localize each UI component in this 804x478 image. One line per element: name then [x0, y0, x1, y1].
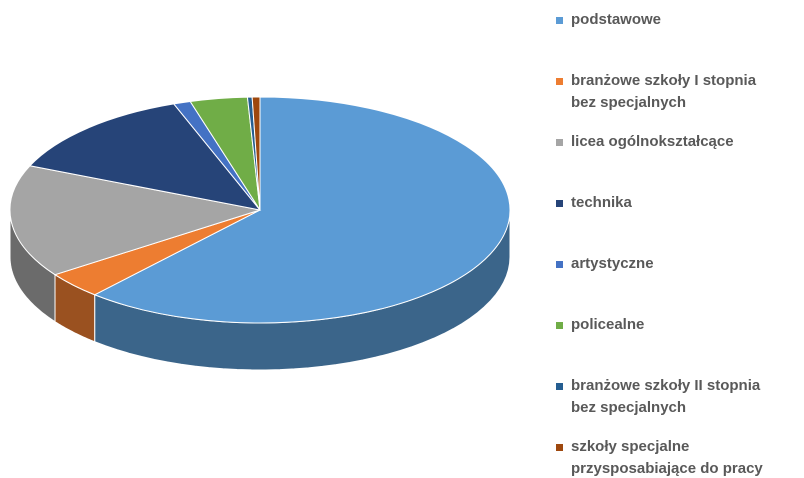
legend-label: szkoły specjalne przysposabiające do pra…: [571, 438, 763, 477]
legend-swatch: [556, 17, 563, 24]
legend-label: branżowe szkoły I stopnia bez specjalnyc…: [571, 72, 757, 111]
legend-swatch: [556, 383, 563, 390]
legend-label: branżowe szkoły II stopnia bez specjalny…: [571, 377, 761, 416]
legend-swatch: [556, 261, 563, 268]
legend-swatch: [556, 78, 563, 85]
legend-label: artystyczne: [571, 255, 654, 272]
legend-swatch: [556, 322, 563, 329]
slice: [251, 96, 261, 211]
legend-swatch: [556, 139, 563, 146]
legend-entry: policealne: [556, 314, 801, 336]
legend-swatch: [556, 444, 563, 451]
slice: [93, 96, 511, 324]
legend-label: licea ogólnokształcące: [571, 133, 734, 150]
legend-entry: artystyczne: [556, 253, 801, 275]
chart: [9, 96, 511, 371]
legend-entry: licea ogólnokształcące: [556, 131, 801, 153]
legend-entry: podstawowe: [556, 9, 801, 31]
legend-entry: branżowe szkoły II stopnia bez specjalny…: [556, 375, 801, 419]
legend-entry: branżowe szkoły I stopnia bez specjalnyc…: [556, 70, 801, 114]
legend-entry: szkoły specjalne przysposabiające do pra…: [556, 436, 801, 478]
legend-swatch: [556, 200, 563, 207]
legend-entry: technika: [556, 192, 801, 214]
legend-label: technika: [571, 194, 632, 211]
legend-label: podstawowe: [571, 11, 662, 28]
slice: [28, 103, 262, 211]
slice: [9, 165, 261, 276]
legend-label: policealne: [571, 316, 645, 333]
